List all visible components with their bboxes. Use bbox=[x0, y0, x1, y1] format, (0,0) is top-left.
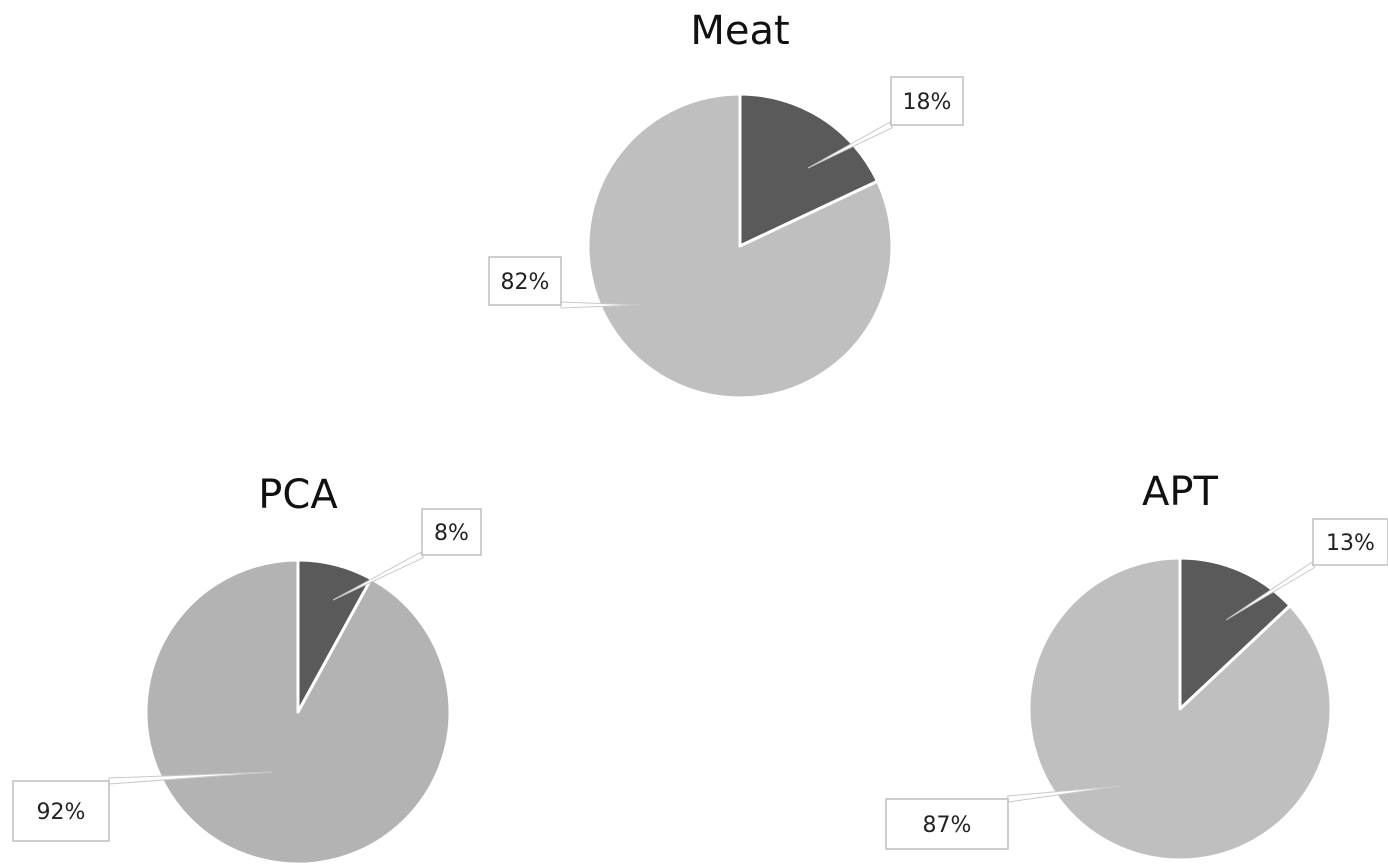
data-label: 87% bbox=[885, 785, 1121, 850]
data-label: 8% bbox=[332, 508, 482, 601]
pie-slice-87-percent bbox=[1027, 556, 1333, 862]
data-label-box bbox=[488, 256, 562, 306]
data-label: 82% bbox=[488, 256, 641, 309]
pie-slices bbox=[144, 558, 452, 865]
pie-slices bbox=[586, 92, 894, 400]
data-label-box bbox=[890, 76, 964, 126]
data-label-text: 18% bbox=[903, 90, 952, 115]
data-label-text: 87% bbox=[923, 813, 972, 838]
pie-chart-pca: PCA 8% 92% bbox=[12, 472, 482, 865]
pie-slices bbox=[1027, 556, 1333, 862]
data-label-box bbox=[421, 508, 482, 556]
data-label: 13% bbox=[1225, 518, 1388, 621]
data-label-text: 92% bbox=[37, 800, 86, 825]
chart-title-meat: Meat bbox=[690, 8, 789, 54]
pie-slice-92-percent bbox=[144, 558, 452, 865]
data-label: 18% bbox=[807, 76, 964, 169]
pie-slice-82-percent bbox=[586, 92, 894, 400]
data-label-box bbox=[885, 798, 1009, 850]
data-label-box bbox=[1312, 518, 1388, 566]
data-label-text: 8% bbox=[434, 521, 469, 546]
data-label-text: 82% bbox=[501, 270, 550, 295]
chart-title-apt: APT bbox=[1142, 469, 1218, 515]
pie-slice-18-percent bbox=[738, 92, 880, 248]
pie-chart-meat: Meat 18% 82% bbox=[488, 8, 964, 400]
data-label-text: 13% bbox=[1326, 531, 1375, 556]
data-label: 92% bbox=[12, 771, 273, 842]
data-label-box bbox=[12, 780, 110, 842]
pie-chart-apt: APT 13% 87% bbox=[885, 469, 1388, 862]
chart-title-pca: PCA bbox=[258, 472, 338, 518]
